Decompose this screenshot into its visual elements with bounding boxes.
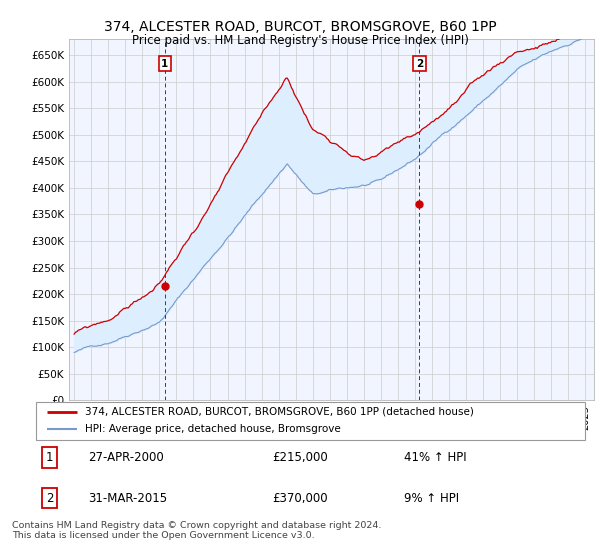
Text: 2: 2	[416, 59, 423, 69]
Text: Price paid vs. HM Land Registry's House Price Index (HPI): Price paid vs. HM Land Registry's House …	[131, 34, 469, 46]
Text: 374, ALCESTER ROAD, BURCOT, BROMSGROVE, B60 1PP (detached house): 374, ALCESTER ROAD, BURCOT, BROMSGROVE, …	[85, 407, 474, 417]
Text: 374, ALCESTER ROAD, BURCOT, BROMSGROVE, B60 1PP: 374, ALCESTER ROAD, BURCOT, BROMSGROVE, …	[104, 20, 496, 34]
Text: 31-MAR-2015: 31-MAR-2015	[88, 492, 167, 505]
Text: £370,000: £370,000	[272, 492, 328, 505]
Text: 41% ↑ HPI: 41% ↑ HPI	[404, 451, 466, 464]
Text: 27-APR-2000: 27-APR-2000	[88, 451, 164, 464]
FancyBboxPatch shape	[36, 402, 585, 440]
Text: HPI: Average price, detached house, Bromsgrove: HPI: Average price, detached house, Brom…	[85, 424, 341, 435]
Text: £215,000: £215,000	[272, 451, 328, 464]
Text: 9% ↑ HPI: 9% ↑ HPI	[404, 492, 459, 505]
Text: 1: 1	[161, 59, 169, 69]
Text: Contains HM Land Registry data © Crown copyright and database right 2024.
This d: Contains HM Land Registry data © Crown c…	[12, 521, 382, 540]
Text: 2: 2	[46, 492, 53, 505]
Text: 1: 1	[46, 451, 53, 464]
